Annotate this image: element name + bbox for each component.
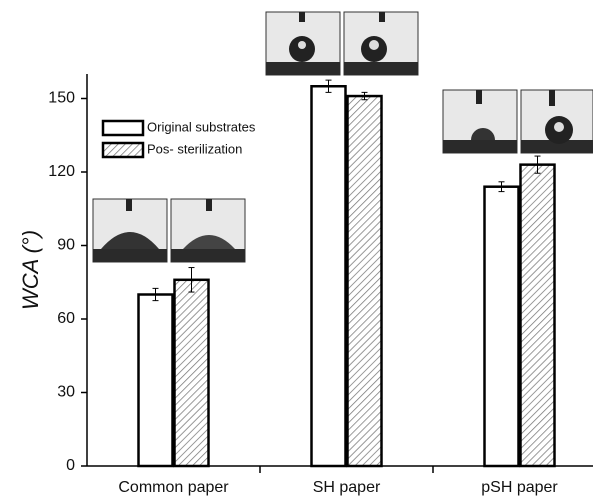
y-tick-label: 90	[57, 237, 75, 254]
y-tick-label: 120	[48, 163, 75, 180]
x-tick-label: Common paper	[118, 479, 229, 496]
y-tick-label: 60	[57, 310, 75, 327]
legend-label: Original substrates	[147, 119, 256, 134]
bar	[175, 280, 209, 466]
y-tick-label: 150	[48, 90, 75, 107]
legend-swatch	[103, 143, 143, 157]
legend-label: Pos- sterilization	[147, 141, 242, 156]
bar	[348, 96, 382, 466]
legend-swatch	[103, 121, 143, 135]
bar	[312, 86, 346, 466]
bar	[139, 295, 173, 467]
y-axis-label: WCA (°)	[18, 230, 43, 310]
y-tick-label: 30	[57, 384, 75, 401]
x-tick-label: pSH paper	[481, 479, 558, 496]
x-tick-label: SH paper	[313, 479, 381, 496]
bar	[485, 187, 519, 466]
y-tick-label: 0	[66, 457, 75, 474]
bar	[521, 165, 555, 466]
chart: WCA (°) 0 30 60 90 120 150 Common paper SH pape…	[0, 0, 593, 496]
